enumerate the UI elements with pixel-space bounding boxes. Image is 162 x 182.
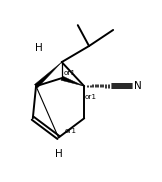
Text: or1: or1 bbox=[63, 70, 75, 76]
Text: or1: or1 bbox=[84, 94, 96, 100]
Text: N: N bbox=[134, 81, 142, 91]
Text: H: H bbox=[35, 43, 43, 53]
Polygon shape bbox=[35, 62, 62, 88]
Text: H: H bbox=[55, 149, 62, 159]
Text: or1: or1 bbox=[65, 128, 77, 134]
Polygon shape bbox=[61, 76, 84, 86]
